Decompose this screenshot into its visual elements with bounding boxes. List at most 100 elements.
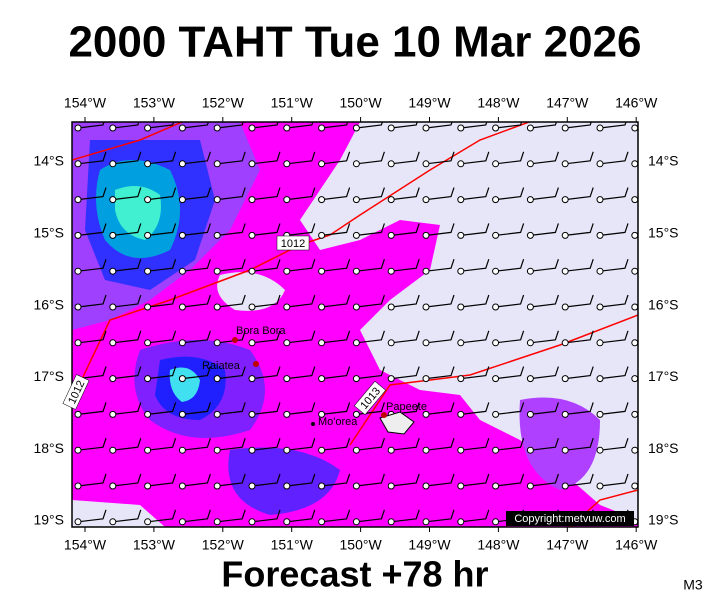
- wind-barb: [286, 122, 314, 129]
- station: [526, 303, 534, 311]
- wind-barb: [112, 151, 142, 165]
- wind-barb: [147, 223, 177, 236]
- station: [283, 410, 291, 418]
- wind-barb: [495, 151, 525, 165]
- station: [561, 196, 569, 204]
- station: [178, 410, 186, 418]
- station: [213, 303, 221, 311]
- station: [631, 231, 638, 239]
- lon-label: 148°W: [477, 95, 520, 111]
- wind-barb: [460, 330, 490, 344]
- wind-barb: [356, 438, 385, 451]
- station: [144, 446, 152, 454]
- wind-barb: [391, 473, 420, 487]
- wind-barb: [251, 402, 281, 415]
- station: [74, 160, 82, 168]
- station: [631, 196, 638, 204]
- station: [631, 267, 638, 275]
- wind-barb: [599, 438, 629, 451]
- station: [318, 482, 326, 490]
- station: [74, 518, 82, 526]
- lon-label: 152°W: [202, 537, 245, 553]
- field: [72, 122, 638, 527]
- lat-label: 16°S: [648, 296, 679, 312]
- wind-barb: [425, 366, 455, 380]
- lat-label: 17°S: [648, 368, 679, 384]
- wind-barb: [391, 330, 420, 344]
- wind-barb: [182, 259, 211, 272]
- wind-barb: [112, 438, 142, 451]
- station: [422, 303, 430, 311]
- station: [248, 339, 256, 347]
- wind-barb: [147, 330, 177, 344]
- wind-barb: [460, 223, 490, 236]
- lat-label: 18°S: [33, 440, 64, 456]
- wind-barb: [147, 473, 177, 487]
- wind-barb: [495, 366, 525, 380]
- place-label: Papeete: [386, 401, 427, 413]
- station: [248, 160, 256, 168]
- station: [631, 410, 638, 418]
- station: [352, 446, 360, 454]
- station: [352, 231, 360, 239]
- wind-barb: [391, 187, 420, 201]
- station: [144, 410, 152, 418]
- station: [631, 303, 638, 311]
- station: [422, 267, 430, 275]
- station: [561, 231, 569, 239]
- station: [631, 482, 638, 490]
- station: [248, 303, 256, 311]
- wind-barb: [321, 294, 351, 308]
- wind-barb: [321, 223, 351, 236]
- wind-barb: [321, 187, 351, 201]
- station: [213, 231, 221, 239]
- wind-barb: [495, 187, 525, 201]
- station: [526, 410, 534, 418]
- station: [178, 267, 186, 275]
- label-box: [354, 380, 386, 416]
- lat-label: 19°S: [648, 512, 679, 528]
- station: [178, 375, 186, 383]
- wind-barb: [286, 402, 316, 415]
- wind-barb: [77, 122, 105, 129]
- wind-barb: [286, 330, 316, 344]
- wind-barb: [565, 402, 594, 415]
- wind-barb: [634, 270, 638, 272]
- lon-label: 151°W: [271, 537, 314, 553]
- station: [248, 375, 256, 383]
- wind-barb: [182, 187, 211, 201]
- station: [74, 446, 82, 454]
- wind-barb: [251, 366, 281, 380]
- wind-barb: [217, 366, 246, 380]
- wind-barb: [425, 223, 455, 236]
- wind-barb: [565, 223, 594, 236]
- wind-barb: [356, 259, 385, 272]
- wind-barb: [599, 122, 627, 129]
- station: [213, 267, 221, 275]
- wind-barb: [425, 438, 455, 451]
- frame: [71, 121, 639, 528]
- station: [457, 160, 465, 168]
- station: [248, 124, 256, 132]
- lat-label: 18°S: [648, 440, 679, 456]
- station: [526, 375, 534, 383]
- wind-barb: [251, 122, 279, 129]
- wind-barb: [530, 366, 559, 380]
- station: [526, 446, 534, 454]
- station: [318, 339, 326, 347]
- station: [318, 160, 326, 168]
- wind-barb: [321, 259, 351, 272]
- station: [596, 196, 604, 204]
- station: [74, 410, 82, 418]
- copyright: Copyright:metvuw.com: [514, 513, 625, 525]
- wind-barb: [565, 438, 594, 451]
- station: [457, 482, 465, 490]
- wind-barb: [565, 122, 592, 129]
- station: [352, 482, 360, 490]
- station: [144, 231, 152, 239]
- station: [631, 124, 638, 132]
- wind-barb: [182, 402, 211, 415]
- wind-barb: [286, 223, 316, 236]
- lon-label: 154°W: [64, 95, 107, 111]
